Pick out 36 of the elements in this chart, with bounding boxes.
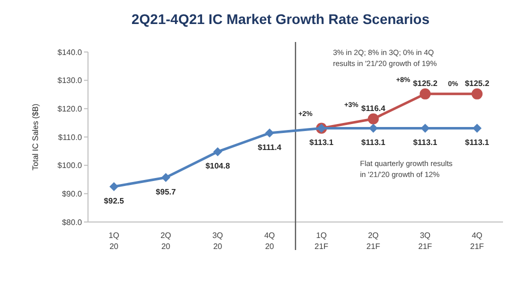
x-tick-label: 3Q 21F bbox=[418, 231, 432, 251]
x-tick-label: 4Q 20 bbox=[264, 231, 275, 251]
data-label: $125.2 bbox=[412, 78, 438, 88]
point bbox=[420, 88, 431, 100]
data-label: $125.2 bbox=[464, 78, 490, 88]
point bbox=[265, 128, 274, 138]
y-axis-title: Total IC Sales ($B) bbox=[31, 103, 40, 170]
data-label: $116.4 bbox=[361, 104, 386, 113]
y-tick-label: $100.0 bbox=[58, 161, 83, 170]
point bbox=[472, 124, 482, 133]
data-label: $95.7 bbox=[156, 188, 176, 197]
data-label: $113.1 bbox=[413, 138, 438, 148]
x-tick-label: 2Q 20 bbox=[160, 231, 172, 251]
point bbox=[109, 182, 118, 192]
data-label: $104.8 bbox=[205, 162, 230, 171]
x-tick-label: 1Q 20 bbox=[108, 231, 120, 251]
data-label: $111.4 bbox=[258, 143, 282, 152]
data-label: $113.1 bbox=[361, 138, 386, 148]
data-label: $113.1 bbox=[465, 138, 490, 148]
x-tick-label: 1Q 21F bbox=[314, 231, 328, 251]
y-tick-label: $140.0 bbox=[58, 48, 83, 57]
y-tick-label: $120.0 bbox=[58, 104, 83, 114]
x-tick-label: 2Q 21F bbox=[366, 231, 380, 251]
chart-title: 2Q21-4Q21 IC Market Growth Rate Scenarios bbox=[132, 11, 430, 27]
point bbox=[368, 113, 379, 124]
data-label: $92.5 bbox=[104, 196, 124, 206]
x-tick-label: 3Q 20 bbox=[212, 231, 224, 251]
point bbox=[161, 173, 170, 182]
y-tick-label: $90.0 bbox=[62, 189, 83, 198]
data-label: $113.1 bbox=[309, 138, 334, 148]
y-tick-label: $110.0 bbox=[58, 132, 83, 142]
y-tick-label: $80.0 bbox=[62, 218, 83, 227]
y-tick-label: $130.0 bbox=[58, 76, 83, 86]
point bbox=[472, 88, 483, 100]
point bbox=[213, 147, 222, 156]
x-tick-label: 4Q 21F bbox=[470, 231, 484, 251]
